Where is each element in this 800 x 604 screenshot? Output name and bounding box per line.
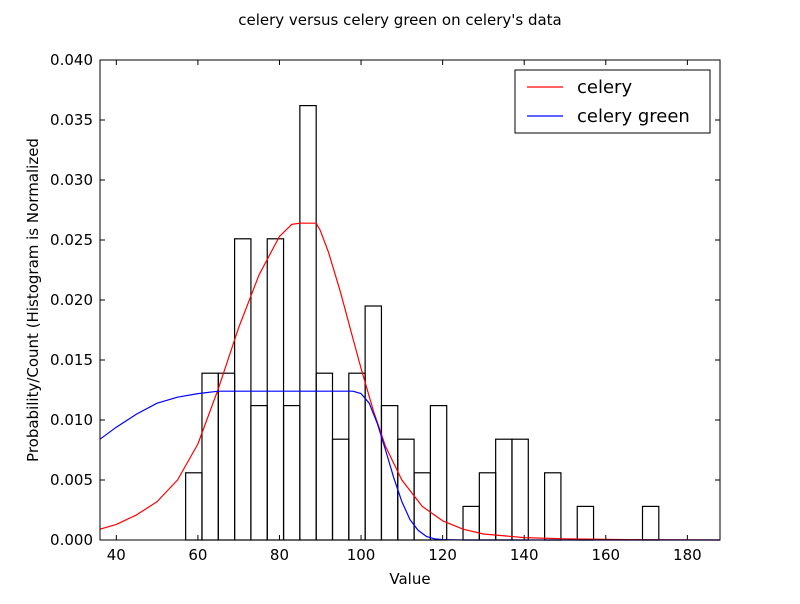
y-tick-label-5: 0.025 (50, 231, 93, 249)
y-tick-label-8: 0.040 (50, 51, 93, 69)
histogram-bar-6 (282, 405, 301, 541)
x-tick-label-6: 160 (591, 546, 620, 564)
histogram-bar-20 (511, 438, 529, 541)
axis-ticks: 40 60 80 100 120 140 160 180 0.000 0.005 0.010 0.01… (50, 51, 720, 564)
legend-box (514, 69, 711, 134)
x-tick-label-2: 80 (270, 546, 289, 564)
y-axis-label: Probability/Count (Histogram is Normaliz… (24, 138, 42, 462)
histogram-bar-28 (641, 505, 660, 541)
histogram-bar-9 (331, 438, 350, 541)
y-tick-label-0: 0.000 (50, 531, 93, 549)
legend: celery celery green (514, 69, 711, 134)
y-tick-label-7: 0.035 (50, 111, 93, 129)
series-line-celery (99, 222, 721, 541)
x-tick-label-7: 180 (673, 546, 702, 564)
histogram-bar-7 (299, 104, 317, 541)
histogram-bar-0 (185, 472, 203, 541)
histogram-bar-2 (217, 372, 236, 541)
x-tick-label-1: 60 (188, 546, 207, 564)
y-tick-label-6: 0.030 (50, 171, 93, 189)
legend-label-celery: celery (577, 77, 632, 98)
x-tick-label-3: 100 (347, 546, 376, 564)
histogram-bar-15 (429, 405, 448, 541)
y-tick-label-1: 0.005 (50, 471, 93, 489)
histogram-bar-4 (250, 405, 268, 541)
histogram-bar-24 (576, 505, 595, 541)
x-tick-label-5: 140 (510, 546, 539, 564)
histogram-bar-1 (201, 372, 219, 541)
histogram-bar-17 (462, 505, 480, 541)
series-lines (99, 222, 721, 541)
y-tick-label-4: 0.020 (50, 291, 93, 309)
chart-title: celery versus celery green on celery's d… (238, 11, 562, 29)
x-tick-label-0: 40 (107, 546, 126, 564)
y-tick-label-2: 0.010 (50, 411, 93, 429)
legend-label-celery-green: celery green (577, 106, 690, 127)
x-axis-label: Value (389, 570, 430, 588)
series-line-celery-green (99, 390, 720, 541)
histogram-bar-11 (364, 305, 383, 541)
x-tick-label-4: 120 (428, 546, 457, 564)
histogram-bar-18 (478, 472, 497, 541)
histogram-bar-13 (397, 438, 415, 541)
histogram-bar-12 (380, 405, 399, 541)
histogram-bar-10 (348, 372, 366, 541)
histogram-bar-22 (544, 472, 562, 541)
histogram-bar-5 (266, 238, 285, 541)
y-tick-label-3: 0.015 (50, 351, 93, 369)
histogram-bar-3 (234, 238, 252, 541)
histogram-bar-8 (315, 372, 334, 541)
histogram-bars (185, 104, 660, 541)
histogram-bar-19 (495, 438, 513, 541)
